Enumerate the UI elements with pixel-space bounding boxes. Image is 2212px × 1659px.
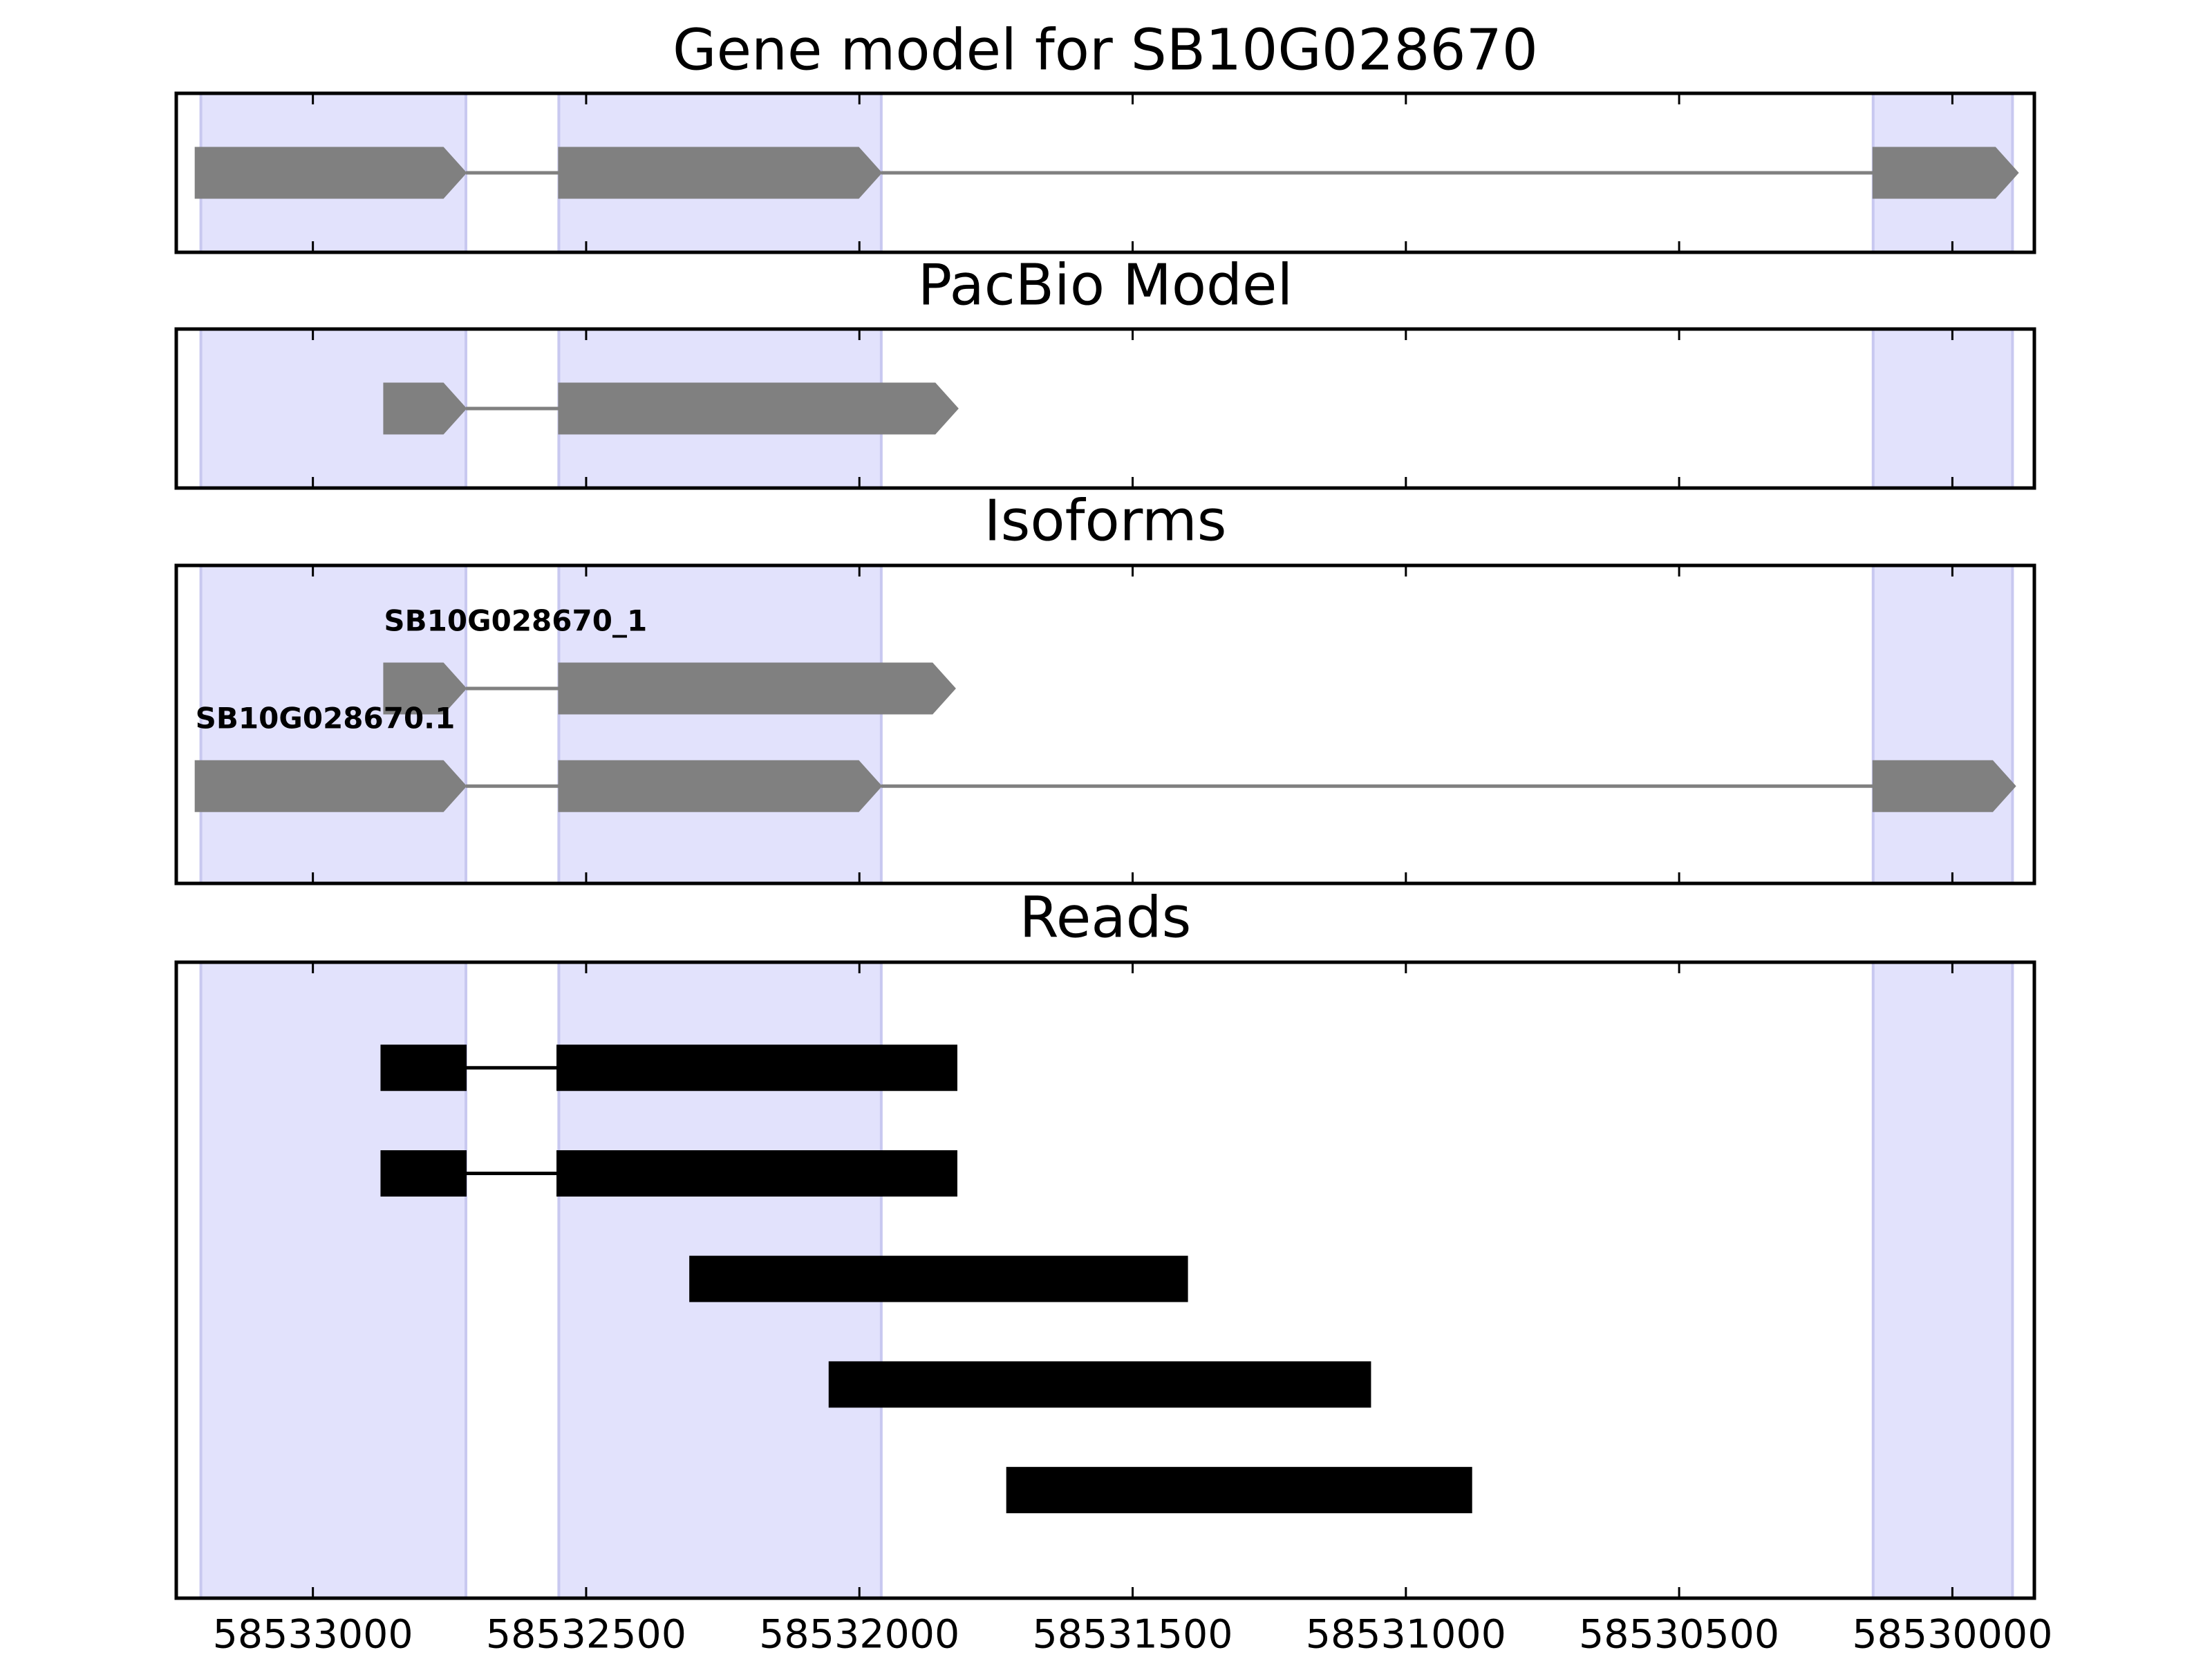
panel-frame: [174, 327, 2036, 490]
panel-frame: [174, 960, 2036, 1600]
read-block: [380, 1044, 467, 1091]
x-tick-label: 58531000: [1306, 1612, 1506, 1658]
exon: [383, 382, 467, 435]
exon-highlight: [1871, 961, 2014, 1600]
exon: [558, 760, 883, 812]
exon: [194, 760, 467, 812]
exon: [1872, 760, 2016, 812]
x-tick-label: 58532000: [759, 1612, 959, 1658]
x-tick-label: 58533000: [213, 1612, 413, 1658]
panel-title: Isoforms: [984, 488, 1227, 554]
read-block: [828, 1361, 1371, 1408]
exon: [1872, 147, 2019, 199]
read-block: [689, 1255, 1188, 1302]
read-block: [1006, 1467, 1472, 1514]
isoform-label: SB10G028670_1: [384, 604, 647, 638]
exon: [558, 662, 956, 715]
read-block: [556, 1044, 957, 1091]
exon: [194, 147, 467, 199]
panel-title: Gene model for SB10G028670: [673, 17, 1538, 83]
exon-highlight: [1871, 564, 2014, 885]
x-tick-label: 58530000: [1852, 1612, 2052, 1658]
x-tick-label: 58530500: [1579, 1612, 1779, 1658]
exon: [383, 662, 467, 715]
panel-frame: [174, 563, 2036, 885]
read-block: [556, 1150, 957, 1197]
x-tick-label: 58532500: [486, 1612, 686, 1658]
exon-highlight: [557, 564, 883, 885]
read-block: [380, 1150, 467, 1197]
panel-title: PacBio Model: [918, 252, 1293, 318]
isoform-label: SB10G028670.1: [196, 702, 456, 735]
x-tick-label: 58531500: [1032, 1612, 1232, 1658]
exon: [558, 382, 959, 435]
panel-title: Reads: [1020, 885, 1192, 950]
exon: [558, 147, 883, 199]
exon-highlight: [199, 564, 468, 885]
exon-highlight: [1871, 328, 2014, 489]
panel-frame: [174, 91, 2036, 254]
